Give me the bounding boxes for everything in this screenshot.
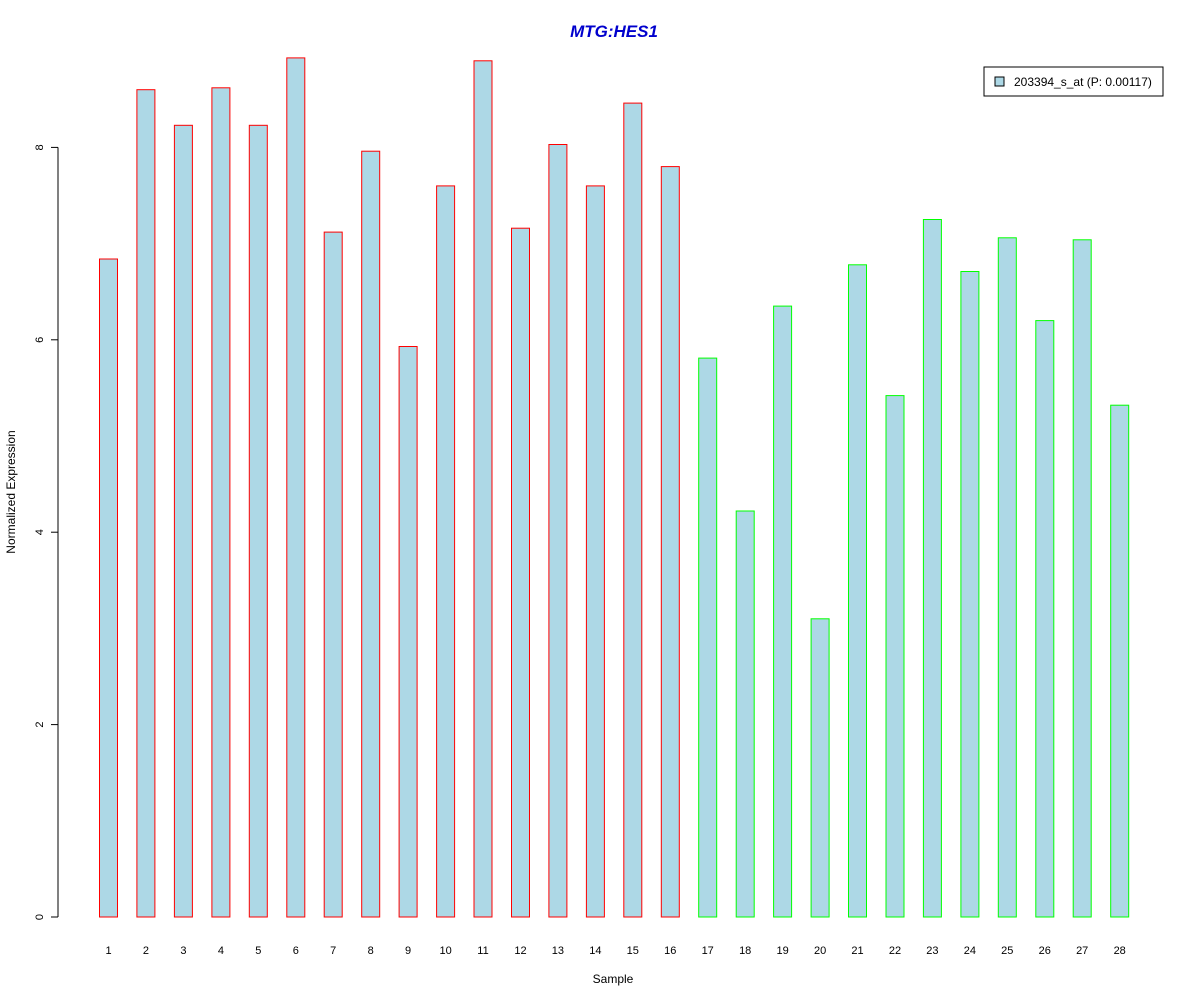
y-tick-label: 4 xyxy=(34,529,46,535)
bar-sample-17 xyxy=(698,357,718,918)
x-tick-label: 24 xyxy=(964,945,976,957)
bar-sample-18 xyxy=(735,510,755,918)
y-axis: 0 2 4 6 8 xyxy=(34,144,59,920)
y-tick-label: 0 xyxy=(34,914,46,920)
bar-sample-16 xyxy=(660,166,680,918)
x-tick-label: 4 xyxy=(218,945,224,957)
bar-sample-20 xyxy=(810,618,830,918)
legend-box xyxy=(983,66,1164,97)
bars-group xyxy=(99,57,1130,918)
chart-title: MTG:HES1 xyxy=(570,22,658,41)
bar-sample-13 xyxy=(548,144,568,918)
x-tick-label: 22 xyxy=(889,945,901,957)
bar-sample-23 xyxy=(922,219,942,918)
x-tick-label: 23 xyxy=(926,945,938,957)
x-tick-label: 10 xyxy=(439,945,451,957)
y-tick-label: 2 xyxy=(34,722,46,728)
x-tick-label: 2 xyxy=(143,945,149,957)
bar-sample-5 xyxy=(248,124,268,918)
bar-sample-3 xyxy=(173,124,193,918)
bar-sample-28 xyxy=(1110,404,1130,918)
y-axis-title: Normalized Expression xyxy=(4,430,18,553)
bar-sample-26 xyxy=(1035,320,1055,918)
x-tick-label: 6 xyxy=(293,945,299,957)
x-tick-label: 14 xyxy=(589,945,601,957)
bar-sample-25 xyxy=(997,237,1017,918)
bar-sample-24 xyxy=(960,271,980,918)
bar-sample-14 xyxy=(585,185,605,918)
x-tick-label: 20 xyxy=(814,945,826,957)
legend-swatch xyxy=(994,76,1005,87)
bar-sample-1 xyxy=(99,258,118,918)
bar-sample-11 xyxy=(473,60,493,918)
x-tick-label: 5 xyxy=(255,945,261,957)
bar-sample-22 xyxy=(885,395,905,918)
x-tick-label: 27 xyxy=(1076,945,1088,957)
x-tick-label: 8 xyxy=(368,945,374,957)
x-tick-label: 9 xyxy=(405,945,411,957)
legend-label: 203394_s_at (P: 0.00117) xyxy=(1014,75,1152,89)
bar-sample-9 xyxy=(398,346,418,918)
x-tick-label: 12 xyxy=(514,945,526,957)
x-tick-label: 13 xyxy=(552,945,564,957)
x-tick-label: 11 xyxy=(477,945,488,957)
bar-sample-8 xyxy=(361,150,381,918)
x-tick-label: 15 xyxy=(627,945,639,957)
x-axis-title: Sample xyxy=(593,972,634,986)
x-tick-label: 7 xyxy=(330,945,336,957)
y-tick-label: 8 xyxy=(34,144,46,150)
x-tick-label: 19 xyxy=(776,945,788,957)
y-tick-label: 6 xyxy=(34,337,46,343)
bar-sample-2 xyxy=(136,89,156,918)
x-tick-label: 17 xyxy=(702,945,714,957)
x-tick-label: 18 xyxy=(739,945,751,957)
bar-sample-6 xyxy=(286,57,306,918)
x-tick-label: 25 xyxy=(1001,945,1013,957)
bar-sample-21 xyxy=(848,264,867,918)
x-tick-label: 3 xyxy=(180,945,186,957)
x-tick-label: 26 xyxy=(1039,945,1051,957)
x-tick-label: 21 xyxy=(851,945,863,957)
bar-sample-7 xyxy=(323,231,343,918)
bar-sample-10 xyxy=(436,185,456,918)
bar-sample-27 xyxy=(1072,239,1092,918)
bar-sample-12 xyxy=(511,227,530,918)
bar-sample-4 xyxy=(211,87,231,918)
x-tick-label: 28 xyxy=(1114,945,1126,957)
legend: 203394_s_at (P: 0.00117) xyxy=(983,66,1164,97)
x-tick-labels: 1 2 3 4 5 6 7 8 9 10 11 12 13 14 15 16 17 18 19 20 21 22 23 24 2… xyxy=(105,945,1125,957)
x-tick-label: 16 xyxy=(664,945,676,957)
bar-sample-15 xyxy=(623,102,643,918)
x-tick-label: 1 xyxy=(105,945,111,957)
bar-sample-19 xyxy=(773,305,793,918)
